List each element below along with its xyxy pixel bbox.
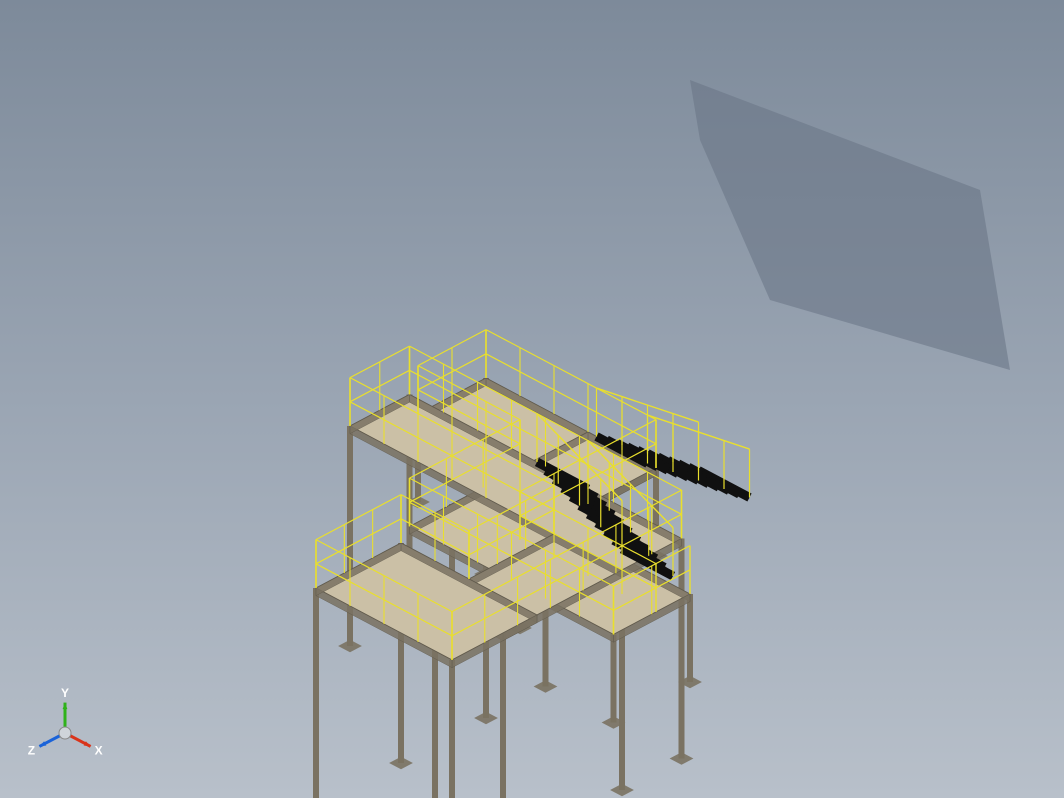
base-plate — [534, 680, 558, 693]
guardrail — [316, 495, 401, 540]
orientation-triad[interactable]: X Y Z — [20, 688, 110, 778]
axis-label-y: Y — [61, 686, 69, 700]
axis-label-z: Z — [28, 744, 35, 758]
axis-label-x: X — [95, 744, 103, 758]
axis-arrow-y — [63, 703, 68, 710]
decks-group — [316, 378, 690, 668]
cast-shadow — [690, 80, 1010, 370]
base-plate — [474, 712, 498, 725]
base-plate — [610, 784, 634, 797]
scene-svg — [0, 0, 1064, 798]
triad-origin — [59, 727, 71, 739]
base-plate — [670, 752, 694, 765]
base-plate — [389, 757, 413, 770]
base-plate — [338, 640, 362, 653]
cad-viewport[interactable] — [0, 0, 1064, 798]
